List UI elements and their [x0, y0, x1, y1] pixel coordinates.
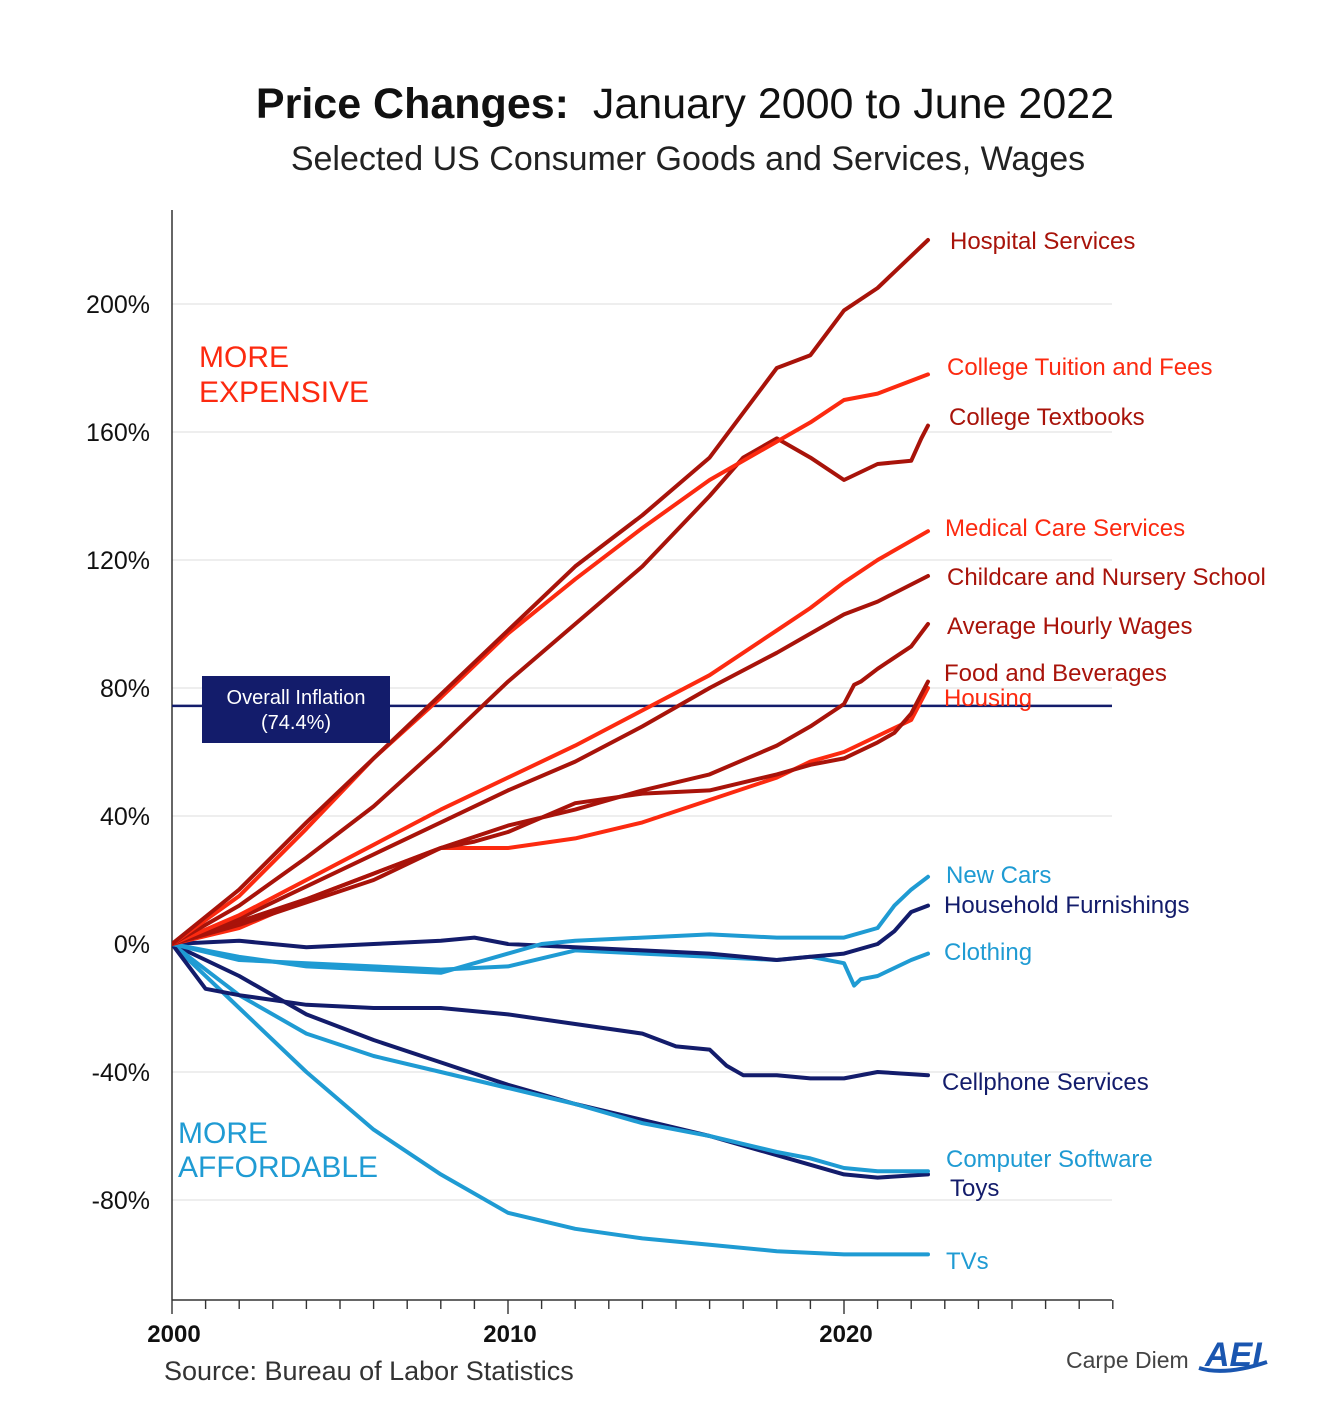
series-line-household-furnishings — [172, 903, 930, 962]
series-label-average-hourly-wages: Average Hourly Wages — [947, 613, 1192, 640]
inflation-box-value: (74.4%) — [261, 712, 331, 734]
chart-subtitle: Selected US Consumer Goods and Services,… — [290, 140, 1086, 178]
series-label-cellphone-services: Cellphone Services — [942, 1069, 1149, 1096]
brand-block: Carpe Diem AEI — [1066, 1330, 1271, 1380]
series-line-childcare-and-nursery-school — [172, 574, 930, 946]
aei-logo-icon: AEI — [1198, 1336, 1268, 1374]
y-tick-label: -80% — [92, 1187, 150, 1215]
x-tick-label: 2010 — [483, 1321, 536, 1348]
chart-title: Price Changes: January 2000 to June 2022 — [0, 80, 1320, 129]
y-tick-label: 40% — [100, 803, 150, 831]
series-line-medical-care-services — [172, 529, 930, 946]
chart-title-rest: January 2000 to June 2022 — [592, 80, 1115, 128]
series-label-food-and-beverages: Food and Beverages — [944, 660, 1167, 687]
brand-text: Carpe Diem — [1066, 1347, 1189, 1373]
series-line-hospital-services — [172, 238, 930, 946]
y-tick-label: -40% — [92, 1059, 150, 1087]
more-expensive-label-2: EXPENSIVE — [199, 376, 369, 409]
series-label-medical-care-services: Medical Care Services — [945, 515, 1185, 542]
series-label-new-cars: New Cars — [946, 862, 1051, 889]
y-tick-label: 0% — [114, 931, 150, 959]
x-tick-label: 2020 — [819, 1321, 872, 1348]
inflation-box-label: Overall Inflation — [227, 687, 366, 709]
series-line-toys — [172, 942, 930, 1180]
series-line-college-textbooks — [172, 423, 930, 946]
source-note: Source: Bureau of Labor Statistics — [164, 1356, 574, 1386]
y-tick-label: 80% — [100, 675, 150, 703]
series-line-computer-software — [172, 942, 930, 1174]
y-tick-label: 160% — [86, 419, 150, 447]
series-label-clothing: Clothing — [944, 939, 1032, 966]
more-expensive-label-1: MORE — [199, 341, 289, 374]
series-line-average-hourly-wages — [172, 622, 930, 946]
series-label-hospital-services: Hospital Services — [950, 228, 1135, 255]
inflation-box — [202, 676, 390, 743]
series-line-tvs — [172, 942, 930, 1257]
x-tick-label: 2000 — [147, 1321, 200, 1348]
series-label-college-tuition-and-fees: College Tuition and Fees — [947, 354, 1213, 381]
more-affordable-label-1: MORE — [178, 1117, 268, 1150]
y-tick-label: 120% — [86, 547, 150, 575]
more-affordable-label-2: AFFORDABLE — [178, 1151, 378, 1184]
series-label-household-furnishings: Household Furnishings — [944, 892, 1189, 919]
series-label-toys: Toys — [950, 1175, 999, 1202]
chart-title-bold: Price Changes: — [255, 80, 569, 128]
series-line-cellphone-services — [172, 942, 930, 1081]
series-label-housing: Housing — [944, 685, 1032, 712]
series-label-tvs: TVs — [946, 1248, 989, 1275]
series-line-new-cars — [172, 874, 930, 975]
series-line-college-tuition-and-fees — [172, 372, 930, 946]
y-tick-label: 200% — [86, 291, 150, 319]
series-line-clothing — [172, 942, 930, 988]
aei-logo-text: AEI — [1204, 1336, 1263, 1374]
series-line-food-and-beverages — [172, 679, 930, 946]
series-label-computer-software: Computer Software — [946, 1146, 1153, 1173]
series-label-childcare-and-nursery-school: Childcare and Nursery School — [947, 564, 1266, 591]
series-label-college-textbooks: College Textbooks — [949, 404, 1145, 431]
